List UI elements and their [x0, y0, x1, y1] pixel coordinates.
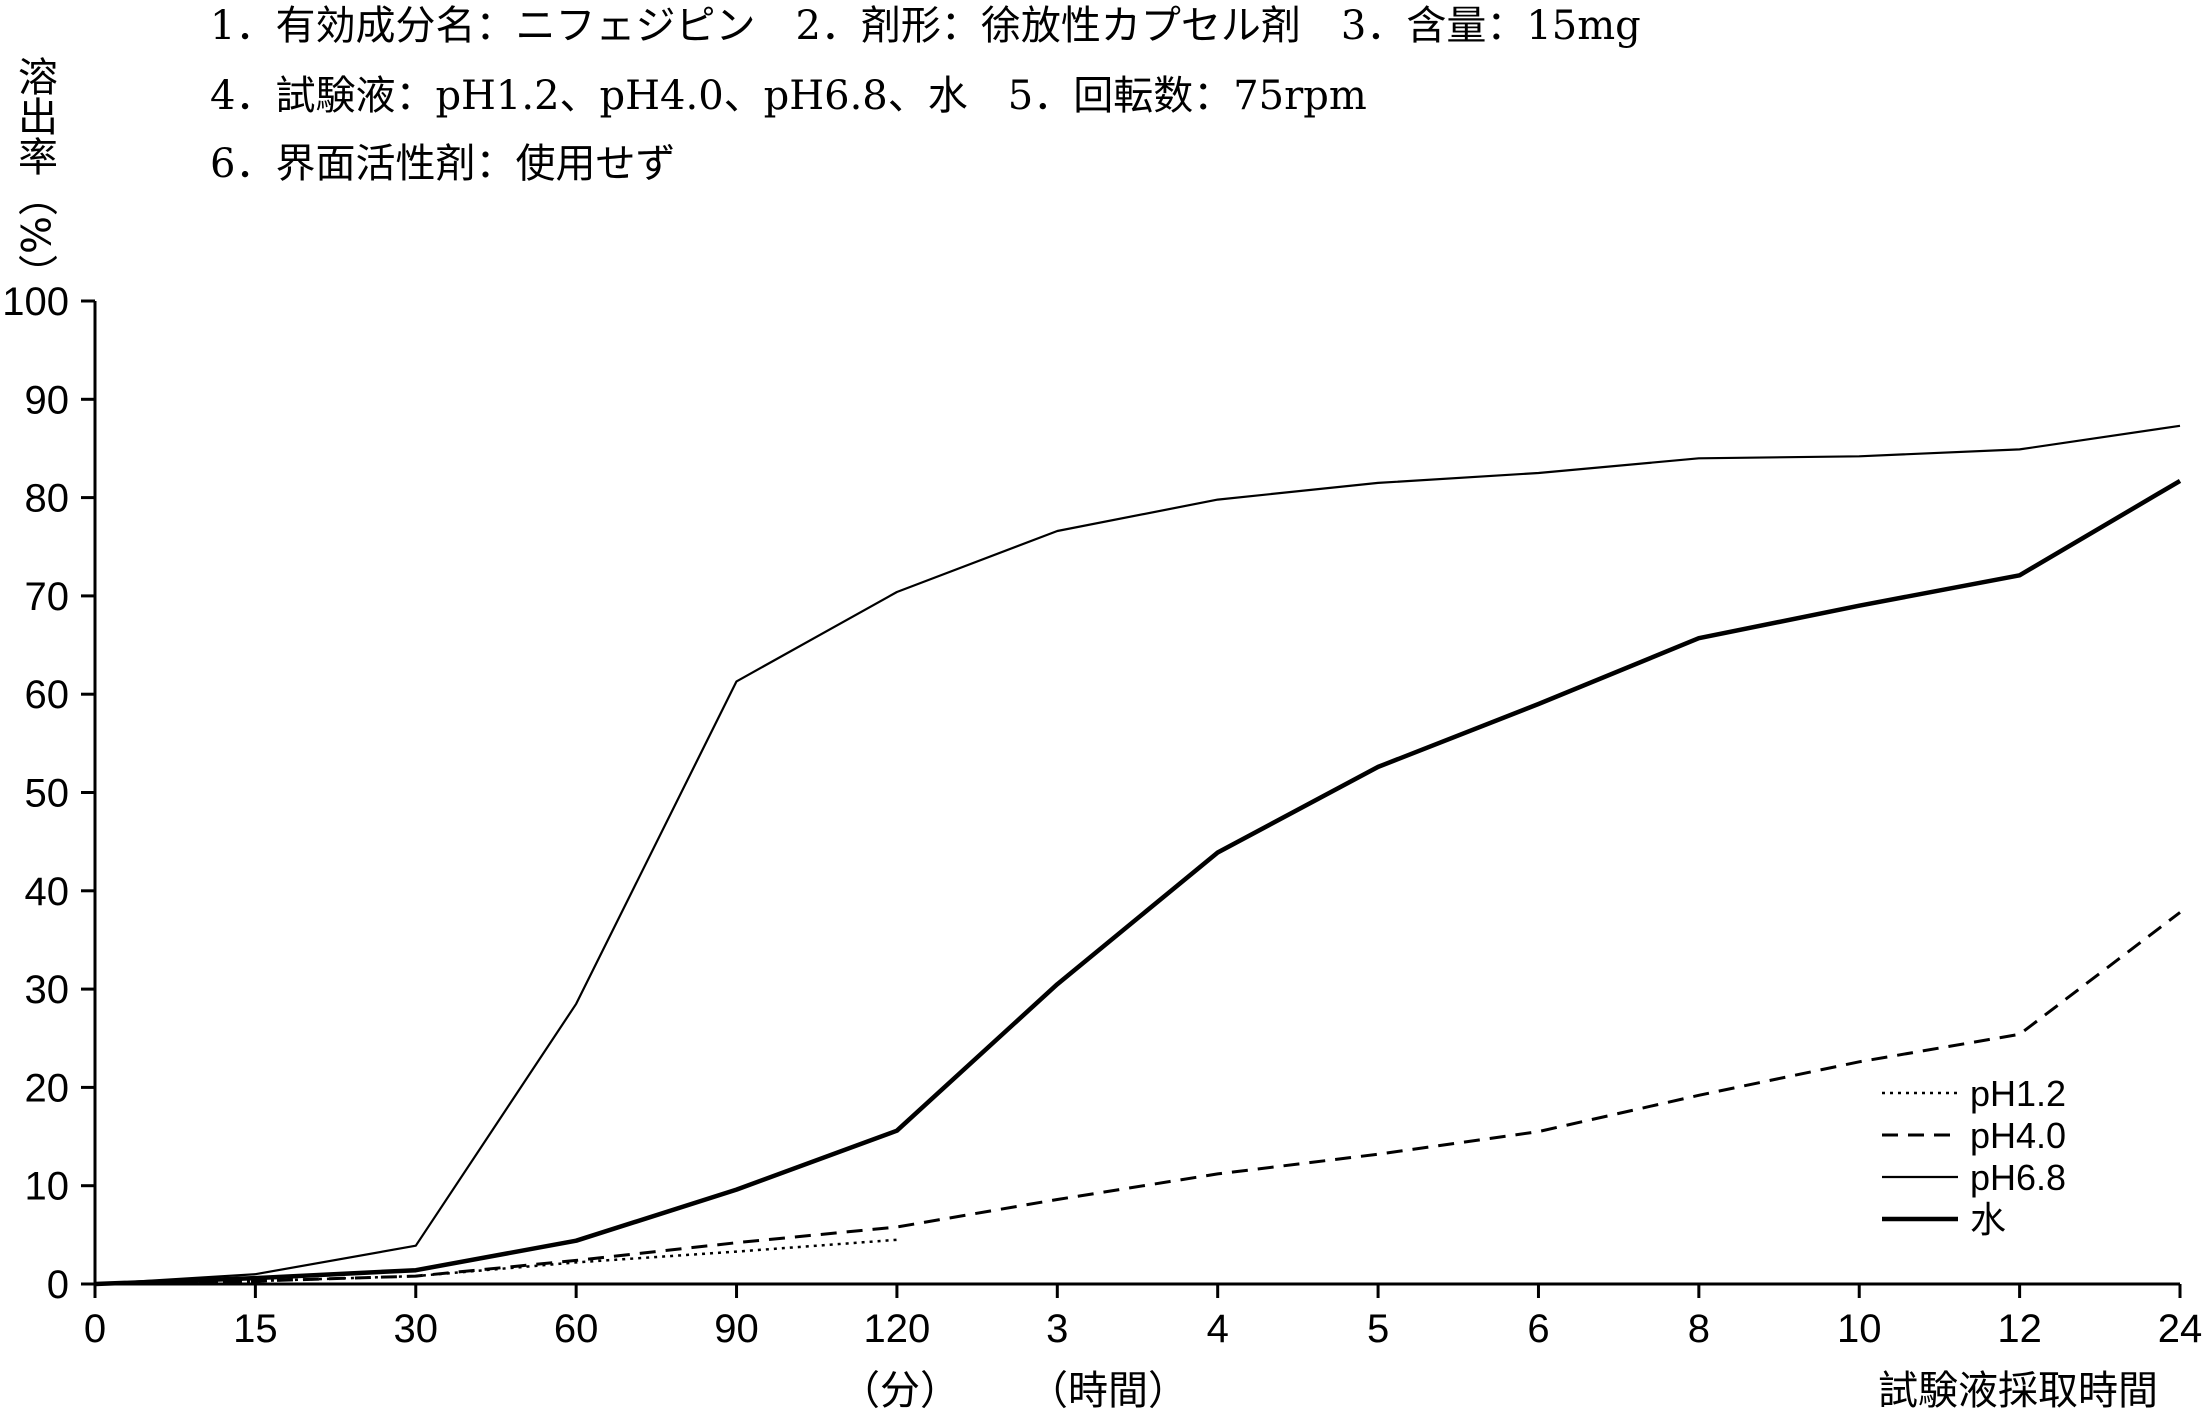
x-tick-label: 5 [1367, 1307, 1389, 1351]
x-tick-label: 120 [864, 1307, 931, 1351]
y-tick-label: 30 [25, 968, 70, 1012]
x-tick-label: 6 [1527, 1307, 1549, 1351]
x-tick-label: 3 [1046, 1307, 1068, 1351]
x-tick-label: 4 [1207, 1307, 1229, 1351]
x-tick-label: 30 [394, 1307, 439, 1351]
legend-label: 水 [1970, 1199, 2006, 1240]
x-tick-label: 24 [2158, 1307, 2203, 1351]
y-tick-label: 100 [2, 280, 69, 324]
x-tick-label: 0 [84, 1307, 106, 1351]
x-tick-label: 15 [233, 1307, 278, 1351]
chart-axes: 0 10 20 30 40 50 60 70 80 90 100 0 15 30 60 90 120 3 4 5 6 8 1… [2, 280, 2202, 1351]
x-unit-hours: （時間） [1028, 1368, 1188, 1414]
y-tick-label: 10 [25, 1165, 70, 1209]
legend-label: pH4.0 [1970, 1115, 2066, 1156]
header-line-3: 6．界面活性剤：使用せず [210, 141, 676, 187]
x-tick-label: 90 [714, 1307, 759, 1351]
chart-series [94, 424, 2182, 1287]
series-line-水 [94, 478, 2182, 1287]
y-axis-label: 溶出率（%） [11, 56, 57, 295]
series-line-pH4.0 [94, 911, 2181, 1286]
y-tick-label: 80 [25, 477, 70, 521]
header-line-1: 1．有効成分名：ニフェジピン 2．剤形：徐放性カプセル剤 3．含量：15mg [210, 3, 1641, 49]
y-tick-label: 70 [25, 575, 70, 619]
x-unit-minutes: （分） [840, 1368, 960, 1414]
y-tick-label: 20 [25, 1066, 70, 1110]
header-line-2: 4．試験液：pH1.2、pH4.0、pH6.8、水 5．回転数：75rpm [210, 73, 1367, 119]
y-tick-label: 90 [25, 378, 70, 422]
x-tick-label: 60 [554, 1307, 599, 1351]
y-tick-label: 0 [47, 1263, 69, 1307]
x-tick-label: 8 [1688, 1307, 1710, 1351]
x-tick-label: 10 [1837, 1307, 1882, 1351]
legend-label: pH6.8 [1970, 1157, 2066, 1198]
y-tick-label: 50 [25, 772, 70, 816]
x-axis-label: 試験液採取時間 [1878, 1368, 2158, 1414]
y-tick-label: 60 [25, 673, 70, 717]
y-tick-label: 40 [25, 870, 70, 914]
x-tick-label: 12 [1997, 1307, 2042, 1351]
legend-label: pH1.2 [1970, 1073, 2066, 1114]
series-line-pH6.8 [94, 424, 2181, 1286]
